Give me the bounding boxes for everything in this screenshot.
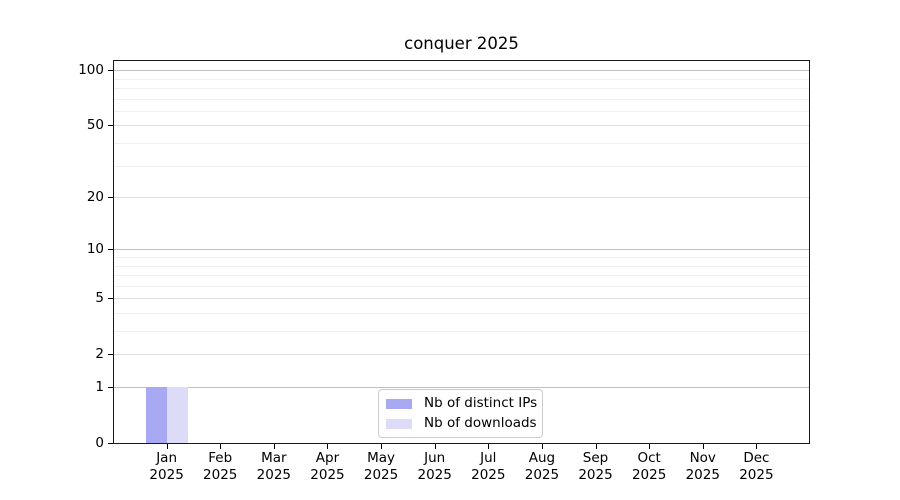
y-gridline-minor — [114, 165, 809, 167]
y-tick-mark — [108, 387, 113, 389]
x-tick-year: 2025 — [310, 466, 345, 483]
x-tick-year: 2025 — [631, 466, 667, 483]
x-tick-month: Feb — [208, 450, 233, 466]
x-tick-label: Oct 2025 — [622, 450, 676, 483]
legend-swatch-distinct-ips-icon — [386, 398, 412, 409]
x-tick-year: 2025 — [471, 466, 506, 483]
y-tick-label: 0 — [95, 435, 104, 452]
y-gridline-minor — [114, 257, 809, 259]
y-gridline-major — [114, 197, 809, 199]
y-tick-label: 1 — [95, 379, 104, 396]
y-tick-label: 5 — [95, 290, 104, 307]
x-tick-mark — [220, 444, 222, 449]
y-gridline-minor — [114, 98, 809, 100]
y-tick-label: 50 — [86, 117, 104, 134]
y-tick-mark — [108, 70, 113, 72]
x-tick-label: Jul 2025 — [461, 450, 515, 483]
x-tick-label: May 2025 — [354, 450, 408, 483]
legend: Nb of distinct IPs Nb of downloads — [378, 389, 543, 438]
y-gridline-minor — [114, 275, 809, 277]
y-tick-mark — [108, 125, 113, 127]
y-gridline-minor — [114, 265, 809, 267]
x-tick-label: Aug 2025 — [515, 450, 569, 483]
legend-label-downloads: Nb of downloads — [424, 415, 537, 431]
y-gridline-minor — [114, 110, 809, 112]
x-tick-year: 2025 — [363, 466, 399, 483]
x-tick-label: Dec 2025 — [729, 450, 783, 483]
y-tick-mark — [108, 443, 113, 445]
y-tick-label: 10 — [86, 241, 104, 258]
x-tick-month: Oct — [637, 450, 661, 466]
x-tick-label: Apr 2025 — [300, 450, 354, 483]
x-tick-month: Jul — [480, 450, 497, 466]
y-gridline-major — [114, 249, 809, 251]
y-gridline-major — [114, 125, 809, 127]
x-tick-mark — [327, 444, 329, 449]
x-tick-mark — [541, 444, 543, 449]
x-tick-mark — [488, 444, 490, 449]
x-tick-month: Nov — [689, 450, 716, 466]
x-tick-mark — [649, 444, 651, 449]
x-tick-month: Aug — [528, 450, 556, 466]
legend-item-downloads: Nb of downloads — [386, 415, 537, 432]
x-tick-year: 2025 — [203, 466, 238, 483]
plot-area — [113, 60, 810, 444]
y-gridline-minor — [114, 78, 809, 80]
y-gridline-major — [114, 70, 809, 72]
x-tick-month: May — [367, 450, 396, 466]
x-tick-month: Jan — [156, 450, 178, 466]
legend-item-distinct-ips: Nb of distinct IPs — [386, 395, 538, 412]
x-tick-mark — [273, 444, 275, 449]
x-tick-month: Dec — [743, 450, 770, 466]
x-tick-year: 2025 — [578, 466, 613, 483]
y-tick-label: 2 — [95, 346, 104, 363]
y-gridline-minor — [114, 142, 809, 144]
bar-distinct-ips — [145, 387, 167, 443]
x-tick-mark — [381, 444, 383, 449]
y-tick-mark — [108, 298, 113, 300]
y-gridline-minor — [114, 87, 809, 89]
x-tick-mark — [595, 444, 597, 449]
x-tick-label: Feb 2025 — [193, 450, 247, 483]
y-gridline-major — [114, 387, 809, 389]
x-tick-month: Jun — [424, 450, 446, 466]
x-tick-year: 2025 — [417, 466, 452, 483]
x-tick-year: 2025 — [256, 466, 292, 483]
chart-title: conquer 2025 — [404, 34, 519, 53]
x-tick-mark — [756, 444, 758, 449]
x-tick-month: Sep — [582, 450, 609, 466]
y-tick-label: 100 — [78, 62, 104, 79]
x-tick-label: Mar 2025 — [247, 450, 301, 483]
x-tick-label: Sep 2025 — [569, 450, 623, 483]
x-tick-label: Jan 2025 — [140, 450, 194, 483]
x-tick-mark — [702, 444, 704, 449]
x-tick-mark — [434, 444, 436, 449]
y-gridline-minor — [114, 285, 809, 287]
x-tick-month: Mar — [261, 450, 287, 466]
y-tick-label: 20 — [86, 189, 104, 206]
x-tick-year: 2025 — [149, 466, 184, 483]
x-tick-mark — [166, 444, 168, 449]
y-gridline-major — [114, 354, 809, 356]
y-tick-mark — [108, 249, 113, 251]
x-tick-year: 2025 — [739, 466, 774, 483]
y-gridline-minor — [114, 313, 809, 315]
bar-downloads — [166, 387, 188, 443]
x-tick-month: Apr — [315, 450, 340, 466]
y-gridline-major — [114, 298, 809, 300]
y-tick-mark — [108, 354, 113, 356]
y-gridline-minor — [114, 331, 809, 333]
x-tick-year: 2025 — [524, 466, 560, 483]
x-tick-label: Nov 2025 — [676, 450, 730, 483]
x-tick-label: Jun 2025 — [408, 450, 462, 483]
legend-label-distinct-ips: Nb of distinct IPs — [424, 395, 538, 411]
y-tick-mark — [108, 197, 113, 199]
legend-swatch-downloads-icon — [386, 418, 412, 429]
x-tick-year: 2025 — [685, 466, 720, 483]
